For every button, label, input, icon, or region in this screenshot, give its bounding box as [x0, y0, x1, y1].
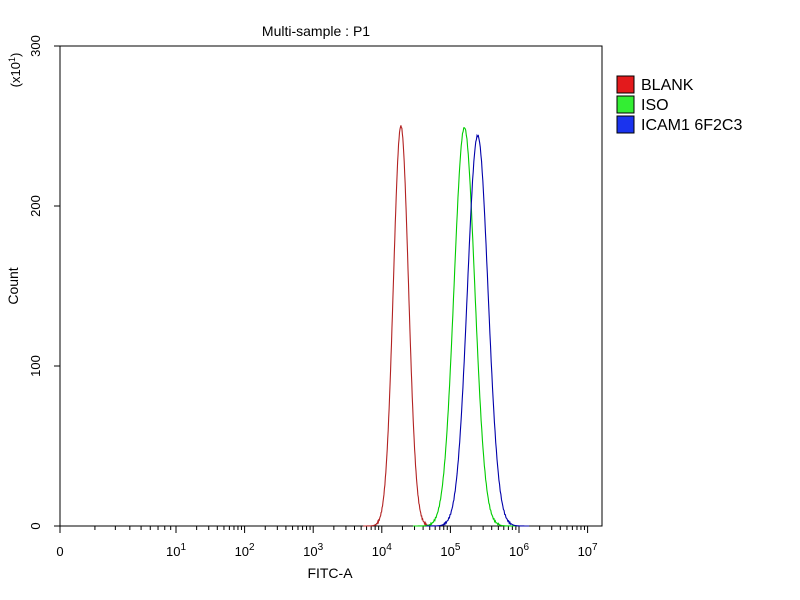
x-tick-label: 104	[372, 542, 392, 559]
x-tick-base: 10	[166, 544, 180, 559]
legend-label: BLANK	[641, 77, 694, 94]
y-axis-ticks: 0 100 200 300	[28, 35, 60, 530]
series-curve-blank	[363, 125, 439, 527]
x-tick-base: 10	[303, 544, 317, 559]
x-tick-exp: 4	[386, 542, 392, 553]
x-tick-label: 102	[235, 542, 255, 559]
x-tick-base: 10	[372, 544, 386, 559]
legend-swatch	[616, 95, 635, 114]
y-multiplier-exp: 1	[7, 57, 17, 62]
series-curve-icam1-6f2c3	[426, 133, 530, 527]
x-tick-exp: 7	[592, 542, 598, 553]
y-multiplier-label: (x101)	[7, 53, 23, 88]
plot-frame	[59, 45, 603, 527]
x-tick-exp: 3	[318, 542, 324, 553]
y-tick-label: 200	[28, 195, 43, 217]
x-tick-exp: 5	[455, 542, 461, 553]
x-tick-label: 103	[303, 542, 323, 559]
legend-label: ICAM1 6F2C3	[641, 117, 742, 134]
x-tick-exp: 2	[249, 542, 255, 553]
x-axis-ticks: 0 101 102 103 104 105 106 107	[56, 526, 598, 559]
y-axis-label: Count	[5, 267, 21, 304]
y-tick-label: 0	[28, 522, 43, 529]
histogram-series	[363, 125, 530, 527]
x-tick-label: 0	[56, 544, 63, 559]
x-tick-label: 101	[166, 542, 186, 559]
y-multiplier-text: (x10	[8, 62, 23, 87]
legend-swatch	[616, 115, 635, 134]
series-curve-iso	[412, 127, 516, 527]
chart-title: Multi-sample : P1	[262, 23, 370, 39]
y-tick-label: 100	[28, 355, 43, 377]
legend: BLANK ISO ICAM1 6F2C3	[616, 75, 742, 134]
x-tick-exp: 6	[523, 542, 529, 553]
x-tick-base: 0	[56, 544, 63, 559]
legend-label: ISO	[641, 97, 669, 114]
x-tick-label: 107	[578, 542, 598, 559]
x-tick-base: 10	[235, 544, 249, 559]
x-tick-exp: 1	[180, 542, 186, 553]
y-multiplier-close: )	[8, 53, 23, 57]
svg-text:(x101): (x101)	[7, 53, 23, 88]
y-tick-label: 300	[28, 35, 43, 57]
x-tick-base: 10	[440, 544, 454, 559]
x-tick-label: 106	[509, 542, 529, 559]
x-tick-base: 10	[578, 544, 592, 559]
x-tick-base: 10	[509, 544, 523, 559]
x-axis-label: FITC-A	[307, 565, 353, 581]
legend-swatch	[616, 75, 635, 94]
x-tick-label: 105	[440, 542, 460, 559]
